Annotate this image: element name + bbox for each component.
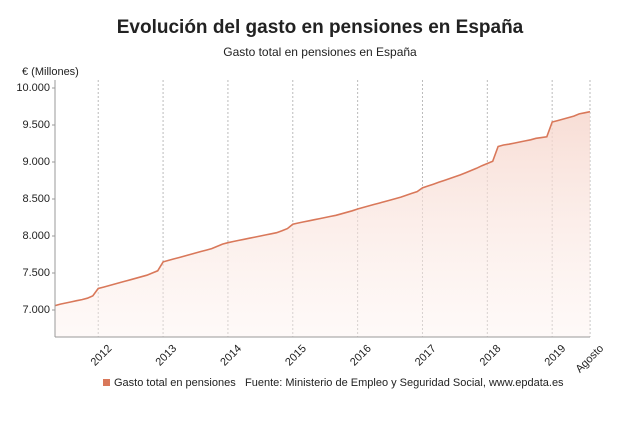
x-tick-label: 2012 [89,343,115,369]
x-tick-label: 2017 [413,343,439,369]
x-tick-label: 2014 [218,343,244,369]
x-tick-label: 2019 [543,343,569,369]
source-note: Fuente: Ministerio de Empleo y Seguridad… [245,377,564,389]
x-tick-label: 2013 [153,343,179,369]
x-tick-label: 2018 [478,343,504,369]
chart-title: Evolución del gasto en pensiones en Espa… [117,17,524,38]
y-axis-label: € (Millones) [22,66,79,78]
y-tick-label: 10.000 [16,82,50,94]
area-fill [55,111,590,337]
y-tick-label: 7.000 [22,304,50,316]
chart-subtitle: Gasto total en pensiones en España [223,45,417,59]
y-tick-label: 8.500 [22,193,50,205]
legend: Gasto total en pensiones [103,377,236,389]
y-tick-label: 9.000 [22,156,50,168]
y-tick-label: 9.500 [22,119,50,131]
y-tick-label: 8.000 [22,230,50,242]
x-tick-label: 2016 [348,343,374,369]
legend-label: Gasto total en pensiones [114,377,236,389]
legend-swatch [103,379,110,386]
line [54,110,591,307]
x-tick-label: 2015 [283,343,309,369]
y-tick-label: 7.500 [22,267,50,279]
x-tick-label: Agosto [573,343,606,376]
